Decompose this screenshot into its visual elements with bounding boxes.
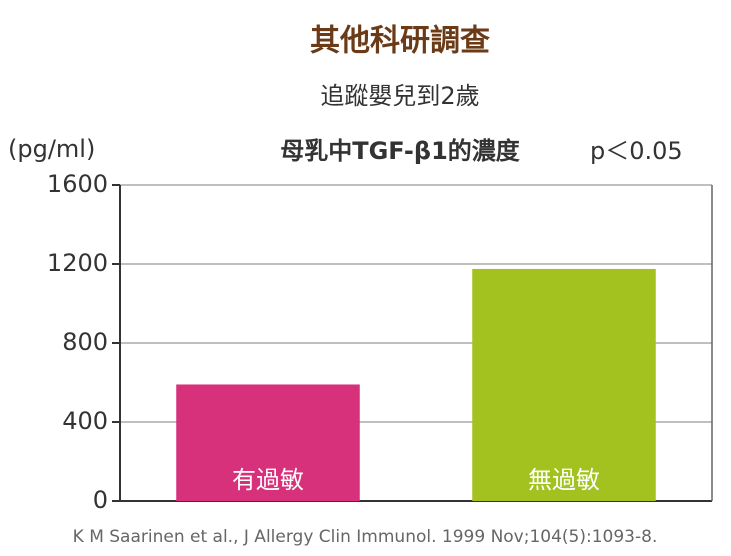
y-axis-label: (pg/ml) (8, 135, 95, 163)
annotation: p＜0.05 (590, 137, 683, 165)
y-tick-label: 400 (62, 407, 108, 435)
x-tick-label: 無過敏 (528, 466, 600, 494)
y-tick-label: 1600 (47, 170, 108, 198)
plot-title: 母乳中TGF-β1的濃度 (280, 137, 521, 165)
y-tick-label: 0 (93, 486, 108, 514)
chart-subtitle: 追蹤嬰兒到2歲 (320, 82, 479, 110)
x-tick-label: 有過敏 (232, 466, 304, 494)
y-tick-label: 1200 (47, 249, 108, 277)
source: K M Saarinen et al., J Allergy Clin Immu… (73, 527, 658, 547)
y-tick-label: 800 (62, 328, 108, 356)
bar (472, 268, 656, 501)
chart-title: 其他科研調查 (310, 24, 490, 59)
bar (176, 384, 360, 501)
